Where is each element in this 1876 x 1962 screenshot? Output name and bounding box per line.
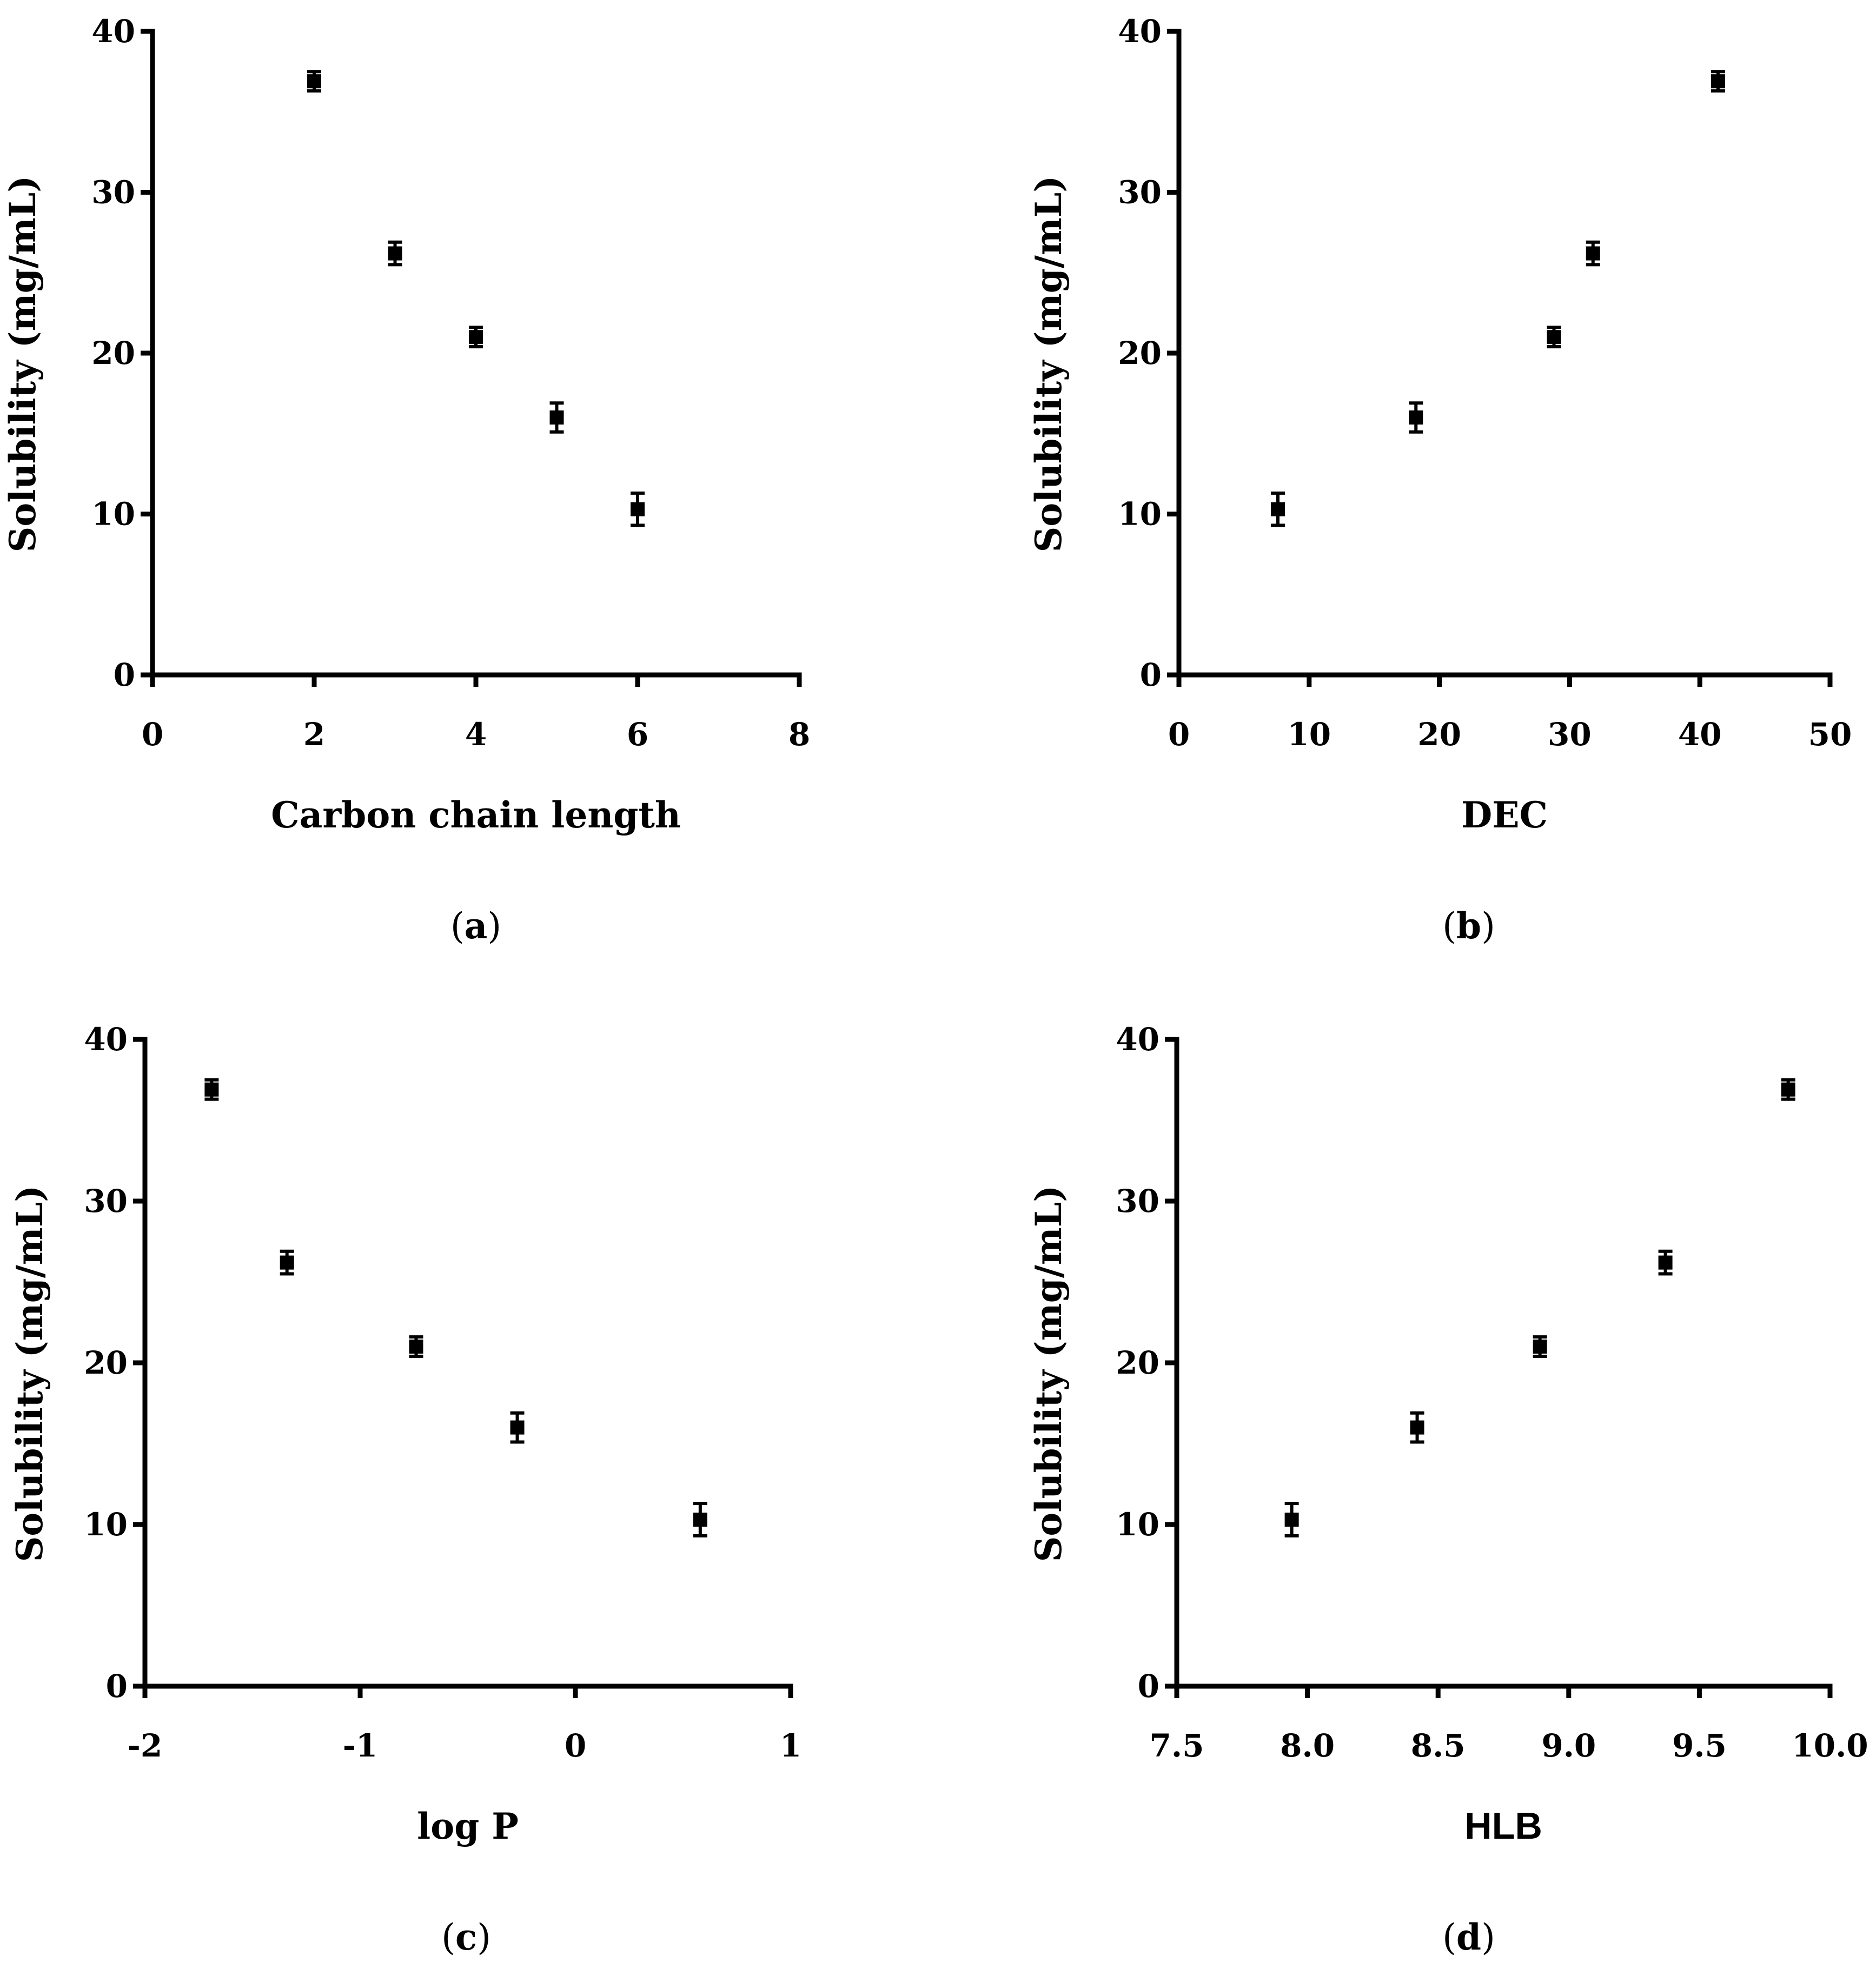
panel-label: (b)	[1442, 905, 1495, 947]
panel-label: (c)	[441, 1916, 491, 1958]
y-tick-label: 20	[91, 335, 135, 372]
y-tick-label: 10	[1116, 1506, 1159, 1543]
data-point	[469, 330, 483, 344]
data-point	[1658, 1255, 1673, 1270]
data-point	[549, 410, 564, 425]
x-tick-label: 30	[1548, 716, 1592, 753]
panel-b: 0 10 20 30 40 0 10 20 30 40 50 DEC Solubility (mg/mL…	[1028, 13, 1852, 947]
y-tick-label: 40	[1118, 13, 1162, 50]
y-tick-label: 0	[1138, 1668, 1159, 1705]
x-tick-label: 7.5	[1150, 1727, 1204, 1764]
data-point	[409, 1340, 423, 1354]
y-tick-label: 20	[84, 1344, 128, 1381]
y-axis-title: Solubility (mg/mL)	[1028, 1185, 1070, 1562]
data-point	[1284, 1513, 1299, 1527]
x-axis-title: DEC	[1461, 794, 1548, 836]
x-tick-label: 50	[1808, 716, 1852, 753]
data-point	[204, 1082, 219, 1097]
data-point	[510, 1420, 525, 1435]
x-tick-label: -1	[343, 1727, 377, 1764]
y-tick-label: 40	[91, 13, 135, 50]
x-tick-label: -2	[128, 1727, 162, 1764]
panel-label: (d)	[1442, 1916, 1495, 1958]
y-tick-label: 20	[1116, 1344, 1159, 1381]
data-point	[388, 246, 402, 261]
data-point	[1781, 1082, 1795, 1097]
x-axis-title: HLB	[1464, 1805, 1542, 1847]
y-axis-title: Solubility (mg/mL)	[2, 176, 44, 553]
data-point	[1271, 502, 1285, 516]
data-point	[1586, 246, 1600, 261]
x-tick-label: 2	[303, 716, 325, 753]
y-tick-label: 20	[1118, 335, 1162, 372]
y-tick-label: 30	[1118, 174, 1162, 211]
x-tick-label: 40	[1678, 716, 1722, 753]
y-tick-label: 10	[91, 496, 135, 533]
y-tick-label: 0	[106, 1668, 128, 1705]
panel-label: (a)	[450, 905, 501, 947]
x-tick-label: 8.5	[1411, 1727, 1466, 1764]
y-tick-label: 40	[1116, 1021, 1159, 1058]
y-tick-label: 30	[91, 174, 135, 211]
y-axis-title: Solubility (mg/mL)	[9, 1185, 51, 1562]
x-tick-label: 0	[142, 716, 163, 753]
data-point	[1547, 330, 1561, 344]
x-axis-title: log P	[417, 1805, 519, 1847]
y-tick-label: 10	[1118, 496, 1162, 533]
panel-a: 0 10 20 30 40 0 2 4 6 8 Carbon chain length Solubil…	[2, 13, 810, 947]
y-tick-label: 30	[1116, 1183, 1159, 1219]
x-tick-label: 1	[780, 1727, 801, 1764]
x-tick-label: 10.0	[1792, 1727, 1868, 1764]
x-tick-label: 0	[565, 1727, 586, 1764]
x-tick-label: 9.0	[1541, 1727, 1596, 1764]
x-axis-title: Carbon chain length	[271, 794, 681, 836]
x-tick-label: 9.5	[1672, 1727, 1727, 1764]
x-tick-label: 8.0	[1280, 1727, 1335, 1764]
x-tick-label: 20	[1417, 716, 1461, 753]
panel-c: 0 10 20 30 40 -2 -1 0 1 log P Solubility (mg/mL) (c…	[9, 1021, 801, 1958]
data-point	[631, 502, 645, 516]
data-point	[1711, 74, 1725, 89]
y-axis-title: Solubility (mg/mL)	[1028, 176, 1070, 553]
data-point	[307, 74, 321, 89]
data-point	[693, 1513, 707, 1527]
x-tick-label: 8	[788, 716, 810, 753]
y-tick-label: 0	[114, 657, 135, 693]
y-tick-label: 40	[84, 1021, 128, 1058]
data-point	[1410, 1420, 1424, 1435]
data-point	[280, 1255, 294, 1270]
x-tick-label: 4	[465, 716, 487, 753]
data-point	[1409, 410, 1423, 425]
panel-d: 0 10 20 30 40 7.5 8.0 8.5 9.0 9.5 10.0 HLB Solubilit…	[1028, 1021, 1868, 1958]
y-tick-label: 30	[84, 1183, 128, 1219]
y-tick-label: 10	[84, 1506, 128, 1543]
x-tick-label: 10	[1287, 716, 1331, 753]
data-point	[1533, 1340, 1547, 1354]
y-tick-label: 0	[1140, 657, 1162, 693]
x-tick-label: 0	[1168, 716, 1190, 753]
x-tick-label: 6	[627, 716, 648, 753]
